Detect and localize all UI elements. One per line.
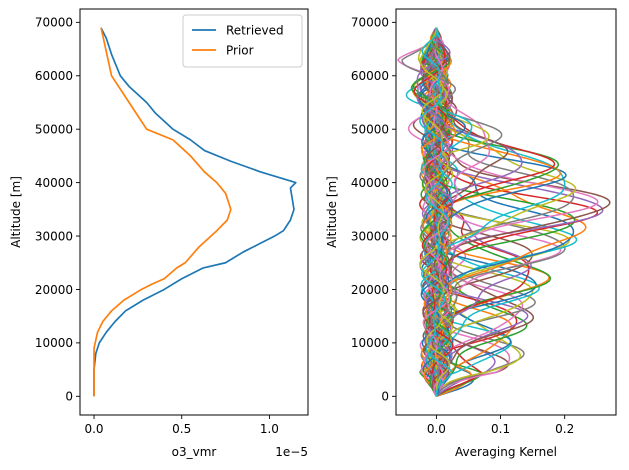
left-y-axis-label: Altitude [m] xyxy=(9,176,23,248)
right-axes-frame xyxy=(395,8,617,416)
y-tick-label: 20000 xyxy=(35,283,73,297)
left-y-ticks: 0 10000 20000 30000 40000 50000 60000 70000 xyxy=(35,16,80,404)
left-x-axis-label: o3_vmr xyxy=(172,445,217,459)
y-tick-label: 50000 xyxy=(351,122,389,136)
legend-label: Prior xyxy=(226,43,254,57)
y-tick-label: 30000 xyxy=(351,229,389,243)
kernel-line xyxy=(418,27,449,397)
left-axes-frame xyxy=(79,8,309,416)
x-tick-label: 0.0 xyxy=(84,422,103,436)
y-tick-label: 60000 xyxy=(351,69,389,83)
y-tick-label: 0 xyxy=(65,390,73,404)
right-plot-lines xyxy=(397,27,611,398)
y-tick-label: 0 xyxy=(381,390,389,404)
x-tick-label: 0.5 xyxy=(172,422,191,436)
x-tick-label: 0.1 xyxy=(491,422,510,436)
legend-label: Retrieved xyxy=(226,23,284,37)
x-tick-label: 0.2 xyxy=(555,422,574,436)
kernel-line xyxy=(419,27,453,397)
legend: Retrieved Prior xyxy=(182,14,303,68)
kernel-line xyxy=(421,27,451,397)
y-tick-label: 10000 xyxy=(35,336,73,350)
y-tick-label: 40000 xyxy=(35,176,73,190)
left-x-scale-label: 1e−5 xyxy=(275,445,308,459)
y-tick-label: 60000 xyxy=(35,69,73,83)
y-tick-label: 70000 xyxy=(351,16,389,30)
legend-box xyxy=(182,14,303,68)
kernel-line xyxy=(422,27,451,397)
y-tick-label: 70000 xyxy=(35,16,73,30)
left-axes: 0.0 0.5 1.0 0 10000 20000 30000 40000 50000 6000… xyxy=(9,8,309,459)
right-x-axis-label: Averaging Kernel xyxy=(455,445,557,459)
right-y-axis-label: Altitude [m] xyxy=(325,176,339,248)
left-x-ticks: 0.0 0.5 1.0 xyxy=(84,415,279,436)
right-y-ticks: 0 10000 20000 30000 40000 50000 60000 70000 xyxy=(351,16,396,404)
x-tick-label: 0.0 xyxy=(427,422,446,436)
x-tick-label: 1.0 xyxy=(260,422,279,436)
y-tick-label: 30000 xyxy=(35,229,73,243)
y-tick-label: 50000 xyxy=(35,122,73,136)
y-tick-label: 20000 xyxy=(351,283,389,297)
y-tick-label: 40000 xyxy=(351,176,389,190)
y-tick-label: 10000 xyxy=(351,336,389,350)
series-line-prior xyxy=(93,27,232,397)
right-axes: 0.0 0.1 0.2 0 10000 20000 30000 40000 50000 6000… xyxy=(325,8,617,459)
right-x-ticks: 0.0 0.1 0.2 xyxy=(427,415,574,436)
left-plot-lines xyxy=(93,27,297,397)
series-line-retrieved xyxy=(93,27,297,397)
